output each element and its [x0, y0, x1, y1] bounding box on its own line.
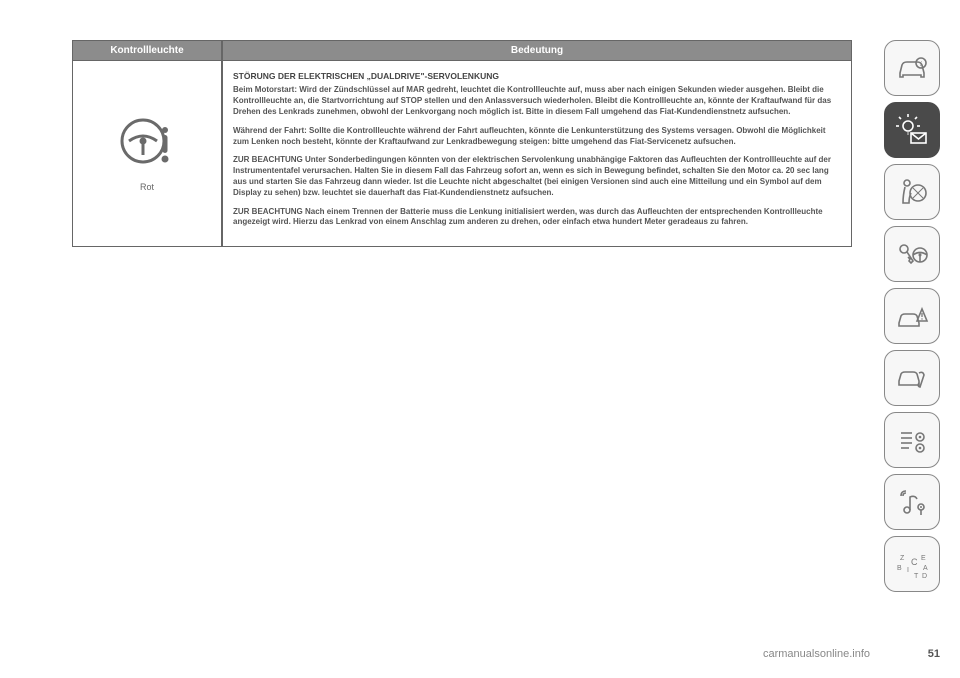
chapter-sidebar: i [884, 40, 940, 592]
svg-text:i: i [920, 60, 922, 68]
paragraph-2: Während der Fahrt: Sollte die Kontrollle… [233, 126, 841, 148]
fault-title: STÖRUNG DER ELEKTRISCHEN „DUALDRIVE"-SER… [233, 71, 841, 82]
svg-text:B: B [897, 565, 902, 572]
main-table: Kontrollleuchte Bedeutung [72, 40, 852, 247]
sidebar-tab-safety[interactable] [884, 164, 940, 220]
table-body-row: Rot STÖRUNG DER ELEKTRISCHEN „DUALDRIVE"… [72, 61, 852, 247]
cell-warning-icon: Rot [72, 61, 222, 247]
alphabet-index-icon: Z E B A I D C T [894, 546, 930, 582]
watermark-text: carmanualsonline.info [763, 648, 870, 660]
cell-description: STÖRUNG DER ELEKTRISCHEN „DUALDRIVE"-SER… [222, 61, 852, 247]
key-steering-icon [895, 237, 929, 271]
table-header-kontrollleuchte: Kontrollleuchte [72, 40, 222, 61]
sidebar-tab-warning-lights[interactable] [884, 102, 940, 158]
airbag-icon [895, 175, 929, 209]
sidebar-tab-emergency[interactable] [884, 288, 940, 344]
paragraph-4: ZUR BEACHTUNG Nach einem Trennen der Bat… [233, 207, 841, 229]
sidebar-tab-technical-data[interactable] [884, 412, 940, 468]
svg-text:C: C [911, 557, 918, 567]
svg-text:T: T [914, 573, 919, 580]
sidebar-tab-starting-driving[interactable] [884, 226, 940, 282]
svg-text:I: I [907, 567, 909, 574]
list-gear-icon [895, 423, 929, 457]
svg-text:D: D [922, 573, 927, 580]
sidebar-tab-multimedia[interactable] [884, 474, 940, 530]
table-header-row: Kontrollleuchte Bedeutung [72, 40, 852, 61]
page-content: Kontrollleuchte Bedeutung [0, 0, 960, 247]
paragraph-3: ZUR BEACHTUNG Unter Sonderbedingungen kö… [233, 155, 841, 198]
table-wrap: Kontrollleuchte Bedeutung [72, 40, 852, 247]
car-info-icon: i [895, 51, 929, 85]
svg-text:A: A [923, 565, 928, 572]
table-header-bedeutung: Bedeutung [222, 40, 852, 61]
svg-text:Z: Z [900, 555, 905, 562]
svg-text:E: E [921, 555, 926, 562]
car-warning-triangle-icon [895, 299, 929, 333]
sidebar-tab-index[interactable]: Z E B A I D C T [884, 536, 940, 592]
sidebar-tab-car-info[interactable]: i [884, 40, 940, 96]
icon-color-label: Rot [140, 181, 154, 193]
steering-warning-icon [117, 115, 177, 175]
page-number: 51 [928, 648, 940, 660]
paragraph-1: Beim Motorstart: Wird der Zündschlüssel … [233, 85, 841, 117]
car-wrench-icon [895, 361, 929, 395]
warning-light-icon [895, 113, 929, 147]
sidebar-tab-maintenance[interactable] [884, 350, 940, 406]
multimedia-icon [895, 485, 929, 519]
